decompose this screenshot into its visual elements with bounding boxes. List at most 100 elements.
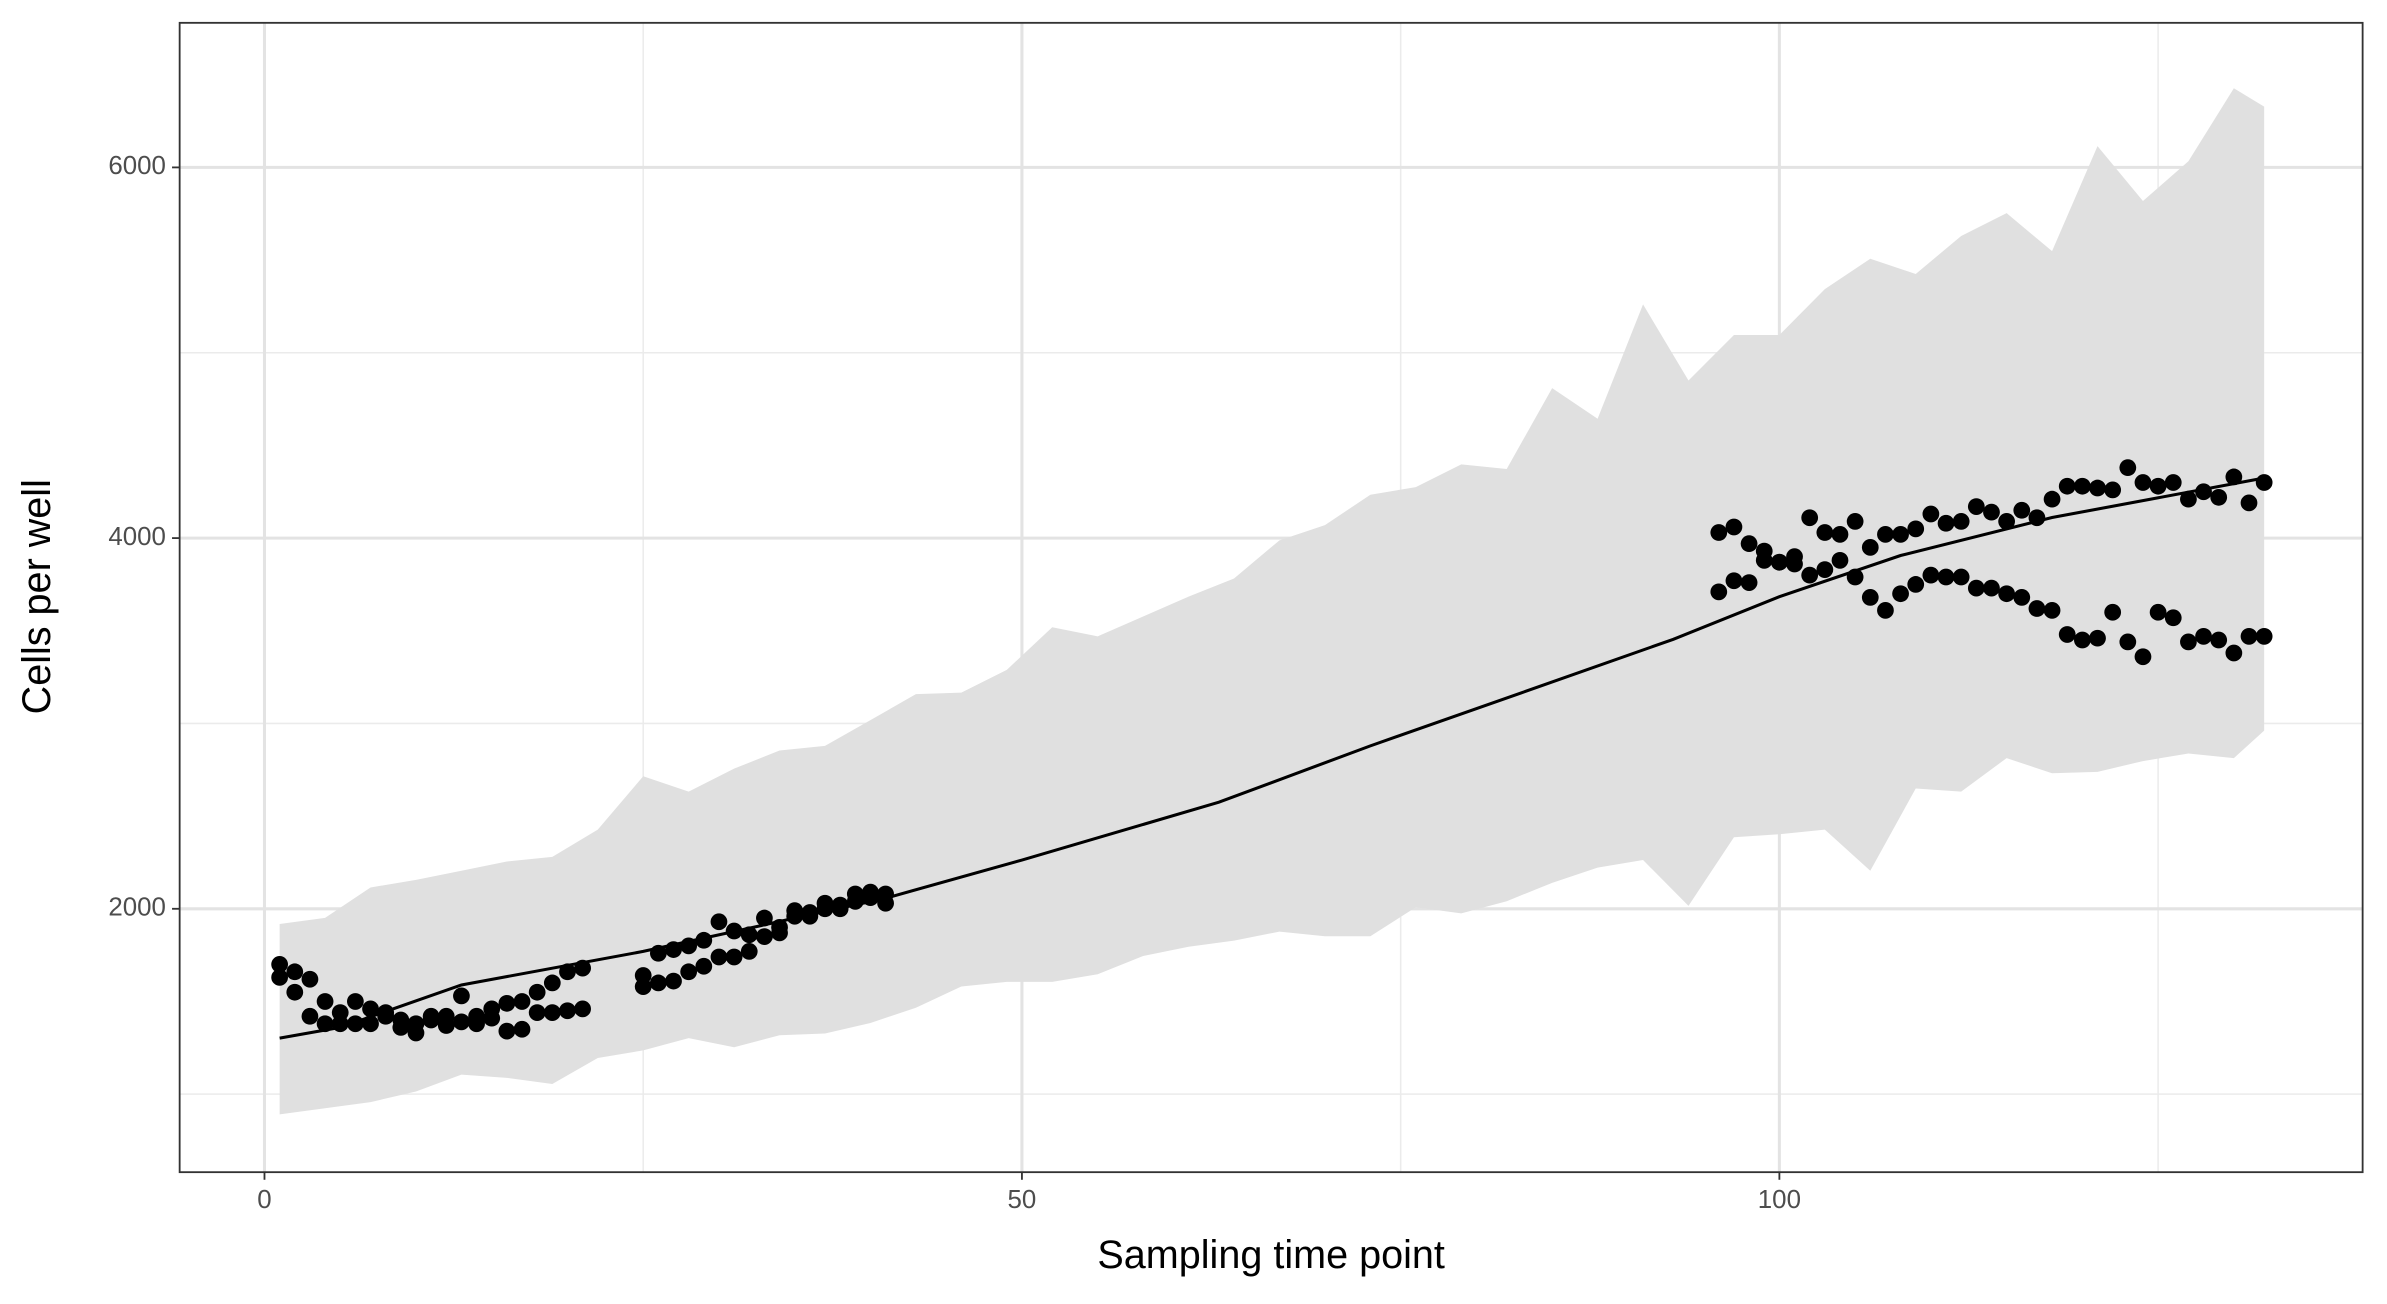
point: [422, 1011, 440, 1029]
point: [331, 1015, 349, 1033]
point: [1740, 574, 1758, 591]
point: [740, 926, 758, 944]
point: [2180, 490, 2197, 508]
point: [680, 963, 698, 981]
point: [740, 943, 758, 960]
point: [1922, 566, 1940, 584]
point: [756, 928, 773, 945]
axes: 0 50 100 2000 4000 6000: [108, 152, 1801, 1214]
point: [1877, 602, 1894, 619]
point: [2043, 602, 2061, 619]
point: [362, 1015, 379, 1033]
point: [816, 900, 834, 918]
x-tick-label: 0: [257, 1186, 271, 1214]
point: [2104, 603, 2122, 621]
point: [2043, 490, 2061, 508]
point: [1725, 572, 1743, 590]
point: [2255, 474, 2273, 491]
point: [2225, 644, 2243, 662]
confidence-ribbon: [279, 88, 2265, 1115]
point: [665, 941, 682, 958]
point: [695, 931, 713, 949]
point: [2028, 509, 2046, 527]
point: [1710, 524, 1728, 541]
point: [2134, 474, 2152, 491]
point: [543, 974, 561, 992]
point: [2028, 600, 2046, 617]
point: [498, 1022, 516, 1040]
point: [710, 913, 728, 931]
point: [756, 909, 773, 927]
point: [407, 1024, 425, 1042]
y-tick-label: 4000: [108, 523, 166, 551]
point: [846, 893, 864, 910]
point: [1907, 576, 1925, 593]
point: [2195, 483, 2212, 501]
point: [377, 1007, 395, 1025]
point: [1877, 526, 1894, 543]
point: [680, 937, 698, 955]
point: [1983, 579, 2000, 597]
x-axis-title: Sampling time point: [1097, 1233, 1444, 1277]
point: [1952, 568, 1970, 586]
point: [2013, 501, 2031, 519]
point: [316, 1015, 334, 1033]
point: [1937, 568, 1955, 586]
point: [1755, 551, 1773, 569]
point: [2089, 629, 2106, 647]
point: [2149, 603, 2167, 621]
point: [543, 1004, 561, 1021]
point: [559, 963, 576, 981]
point: [1952, 513, 1970, 530]
point: [392, 1019, 410, 1036]
point: [771, 924, 788, 942]
point: [1998, 513, 2015, 530]
point: [2195, 627, 2212, 645]
point: [649, 974, 667, 992]
point: [347, 1015, 364, 1033]
point: [1846, 568, 1864, 586]
panel-border: [178, 21, 2364, 1174]
point: [1892, 526, 1909, 543]
point: [2134, 648, 2152, 666]
point: [2119, 459, 2137, 477]
point: [559, 1002, 576, 1020]
point: [1983, 503, 2000, 521]
point: [1861, 538, 1879, 556]
point: [831, 900, 849, 918]
point: [1801, 566, 1819, 584]
point: [362, 1000, 379, 1018]
point: [2013, 589, 2031, 606]
point: [1710, 583, 1728, 601]
point: [2089, 479, 2106, 497]
point: [2180, 633, 2197, 651]
point: [286, 963, 304, 981]
point: [1786, 555, 1803, 573]
point: [513, 1020, 531, 1038]
point: [801, 907, 819, 925]
point: [301, 1007, 319, 1025]
point: [1831, 551, 1849, 569]
point: [1907, 520, 1925, 538]
y-tick-label: 6000: [108, 152, 166, 180]
point: [1816, 561, 1834, 578]
point: [1846, 513, 1864, 530]
point: [498, 994, 516, 1012]
point: [513, 993, 531, 1010]
point: [316, 993, 334, 1010]
point: [301, 970, 319, 988]
point: [468, 1015, 485, 1033]
point: [528, 1004, 546, 1021]
point: [483, 1009, 501, 1027]
point: [2210, 631, 2228, 649]
y-tick-label: 2000: [108, 894, 166, 922]
point: [695, 957, 713, 975]
point: [862, 889, 879, 907]
point: [2164, 474, 2182, 491]
point: [2119, 633, 2137, 651]
point: [1831, 526, 1849, 543]
point: [649, 944, 667, 962]
point: [1771, 553, 1788, 571]
point: [286, 983, 304, 1001]
